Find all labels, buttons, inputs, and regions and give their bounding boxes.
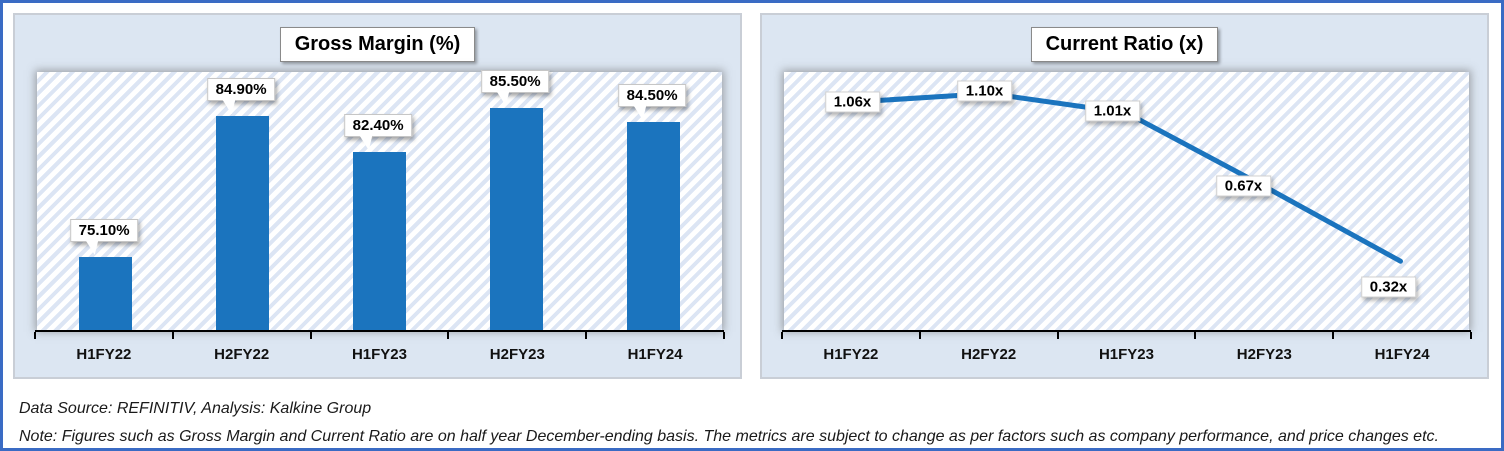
- bar-category-slot: 84.50%: [585, 72, 722, 330]
- axis-tick: [1470, 332, 1472, 339]
- axis-tick: [1056, 332, 1059, 339]
- axis-category-label: H2FY22: [214, 346, 270, 363]
- bar-value-callout: 85.50%: [480, 69, 550, 93]
- axis-tick: [918, 332, 921, 339]
- bar-series: 75.10% 84.90% 82.40% 85.50% 84.50%: [37, 69, 722, 330]
- data-source-line: Data Source: REFINITIV, Analysis: Kalkin…: [19, 400, 372, 417]
- bar-value-callout: 75.10%: [69, 218, 139, 242]
- bar: [79, 256, 132, 330]
- x-axis-line: [781, 330, 1472, 340]
- bar-category-slot: 82.40%: [311, 72, 448, 330]
- current-ratio-chart-panel: Current Ratio (x) 1.06x 1.10x 1.01x 0.67x 0.…: [760, 13, 1489, 379]
- bar-category-slot: 75.10%: [37, 72, 174, 330]
- chart-title: Current Ratio (x): [1030, 27, 1219, 62]
- bar: [490, 107, 543, 330]
- axis-category-label: H2FY23: [489, 346, 545, 363]
- gross-margin-chart-panel: Gross Margin (%) 75.10% 84.90% 82.40% 85.50…: [13, 13, 742, 379]
- bar-category-slot: 84.90%: [174, 72, 311, 330]
- line-point-label: 0.32x: [1360, 276, 1417, 298]
- bar-value-callout: 82.40%: [343, 114, 413, 138]
- note-line: Note: Figures such as Gross Margin and C…: [19, 428, 1439, 445]
- plot-area: 75.10% 84.90% 82.40% 85.50% 84.50%: [37, 69, 722, 330]
- axis-category-label: H2FY22: [961, 346, 1017, 363]
- line-point-label: 1.06x: [824, 91, 881, 113]
- axis-tick: [585, 332, 588, 339]
- axis-category-label: H2FY23: [1236, 346, 1292, 363]
- bar: [627, 122, 680, 330]
- line-point-label: 1.10x: [956, 80, 1013, 101]
- axis-tick: [1332, 332, 1335, 339]
- axis-tick: [171, 332, 174, 339]
- bar: [353, 152, 406, 330]
- axis-category-label: H1FY23: [1098, 346, 1154, 363]
- bar-value-callout: 84.90%: [206, 78, 276, 102]
- axis-tick: [1194, 332, 1197, 339]
- axis-tick: [781, 332, 783, 339]
- footer-notes: Data Source: REFINITIV, Analysis: Kalkin…: [19, 395, 1487, 448]
- axis-category-label: H1FY24: [627, 346, 683, 363]
- x-axis-category-labels: H1FY22 H2FY22 H1FY23 H2FY23 H1FY24: [35, 342, 724, 363]
- bar-category-slot: 85.50%: [448, 69, 585, 330]
- plot-area: 1.06x 1.10x 1.01x 0.67x 0.32x: [784, 72, 1469, 330]
- axis-category-label: H1FY24: [1374, 346, 1430, 363]
- x-axis-line: [34, 330, 725, 340]
- x-axis-category-labels: H1FY22 H2FY22 H1FY23 H2FY23 H1FY24: [782, 342, 1471, 363]
- axis-category-label: H1FY22: [76, 346, 132, 363]
- line-point-label: 0.67x: [1215, 175, 1272, 197]
- axis-category-label: H1FY22: [823, 346, 879, 363]
- bar-value-callout: 84.50%: [617, 84, 687, 108]
- chart-title: Gross Margin (%): [279, 27, 476, 62]
- axis-tick: [447, 332, 450, 339]
- line-point-label: 1.01x: [1084, 100, 1141, 122]
- axis-tick: [309, 332, 312, 339]
- bar: [216, 116, 269, 330]
- axis-category-label: H1FY23: [351, 346, 407, 363]
- axis-tick: [723, 332, 725, 339]
- axis-tick: [34, 332, 36, 339]
- charts-row: Gross Margin (%) 75.10% 84.90% 82.40% 85.50…: [13, 13, 1489, 379]
